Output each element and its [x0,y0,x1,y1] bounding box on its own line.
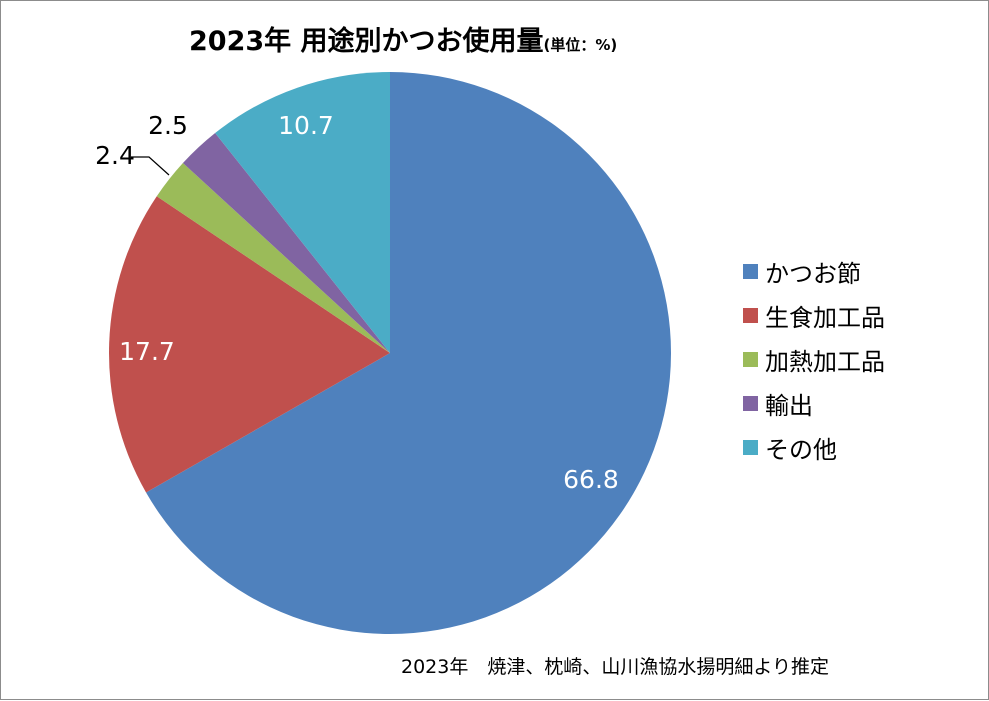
chart-title: 2023年 用途別かつお使用量(単位：%) [189,19,617,58]
legend-item: 加熱加工品 [743,337,885,381]
data-label: 2.4 [95,141,135,170]
pie-slice [109,196,390,493]
pie-slice [156,163,390,353]
legend-label: 加熱加工品 [765,347,885,376]
data-label: 2.5 [148,111,188,140]
legend-label: かつお節 [765,259,861,288]
legend: かつお節生食加工品加熱加工品輸出その他 [743,249,885,469]
data-label: 17.7 [119,337,175,366]
legend-swatch [743,439,758,455]
source-note: 2023年 焼津、枕崎、山川漁協水揚明細より推定 [401,656,829,678]
legend-label: その他 [765,435,837,464]
data-label: 66.8 [563,465,619,494]
legend-item: 生食加工品 [743,293,885,337]
legend-swatch [743,307,758,323]
pie-slice [215,71,390,353]
pie-slice [146,72,671,634]
legend-swatch [743,395,758,411]
data-label: 10.7 [278,111,334,140]
chart-title-main: 2023年 用途別かつお使用量 [189,26,544,57]
legend-label: 生食加工品 [765,303,885,332]
legend-item: その他 [743,425,885,469]
legend-label: 輸出 [765,391,813,420]
chart-title-unit: (単位：%) [543,36,618,54]
legend-item: かつお節 [743,249,885,293]
legend-swatch [743,263,758,279]
pie-slice [182,133,390,353]
leader-line [131,156,170,176]
legend-item: 輸出 [743,381,885,425]
legend-swatch [743,351,758,367]
